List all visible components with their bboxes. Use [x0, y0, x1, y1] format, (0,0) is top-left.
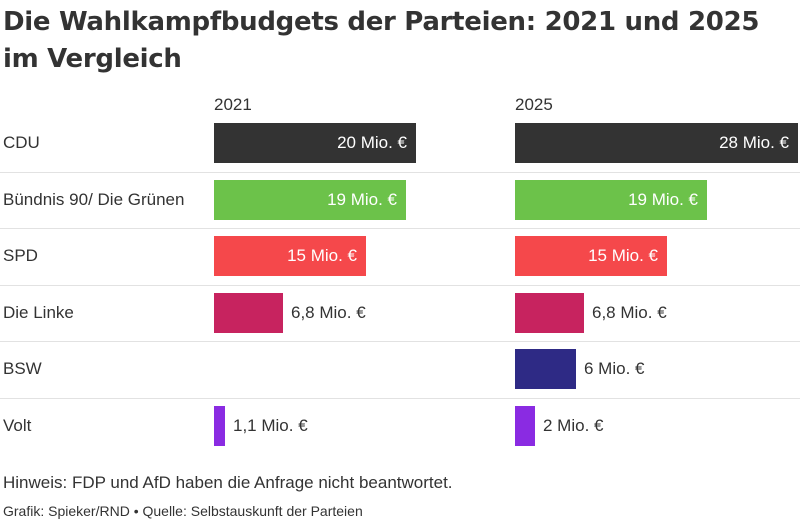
bar-value-label: 19 Mio. € [628, 190, 698, 209]
chart-title: Die Wahlkampfbudgets der Parteien: 2021 … [3, 7, 760, 74]
chart-note: Hinweis: FDP und AfD haben die Anfrage n… [3, 473, 453, 492]
row-separator [0, 228, 800, 229]
bar-value-label: 19 Mio. € [327, 190, 397, 209]
bar-2025-4 [515, 349, 576, 389]
category-label: Volt [3, 416, 32, 435]
bar-2021-1: 19 Mio. € [214, 180, 406, 220]
bar-2025-1: 19 Mio. € [515, 180, 707, 220]
row-separator [0, 398, 800, 399]
bar-value-label: 6,8 Mio. € [291, 303, 366, 322]
category-label: Bündnis 90/ Die Grünen [3, 190, 185, 209]
bar-value-label: 6 Mio. € [584, 359, 645, 378]
bar-value-label: 15 Mio. € [287, 246, 357, 265]
category-label: Die Linke [3, 303, 74, 322]
category-label: BSW [3, 359, 42, 378]
bar-value-label: 15 Mio. € [588, 246, 658, 265]
series-header-2025: 2025 [515, 95, 553, 114]
category-label: SPD [3, 246, 38, 265]
series-header-2021: 2021 [214, 95, 252, 114]
bar-value-label: 1,1 Mio. € [233, 416, 308, 435]
bar-2021-2: 15 Mio. € [214, 236, 366, 276]
chart-source: Grafik: Spieker/RND • Quelle: Selbstausk… [3, 503, 363, 519]
row-separator [0, 341, 800, 342]
bar-2025-2: 15 Mio. € [515, 236, 667, 276]
category-label: CDU [3, 133, 40, 152]
bar-2021-3 [214, 293, 283, 333]
bar-2025-3 [515, 293, 584, 333]
row-separator [0, 285, 800, 286]
bar-2021-5 [214, 406, 225, 446]
bar-2025-5 [515, 406, 535, 446]
bar-2021-0: 20 Mio. € [214, 123, 416, 163]
bar-value-label: 2 Mio. € [543, 416, 604, 435]
bar-value-label: 20 Mio. € [337, 133, 407, 152]
bar-value-label: 6,8 Mio. € [592, 303, 667, 322]
row-separator [0, 172, 800, 173]
bar-value-label: 28 Mio. € [719, 133, 789, 152]
bar-2025-0: 28 Mio. € [515, 123, 798, 163]
